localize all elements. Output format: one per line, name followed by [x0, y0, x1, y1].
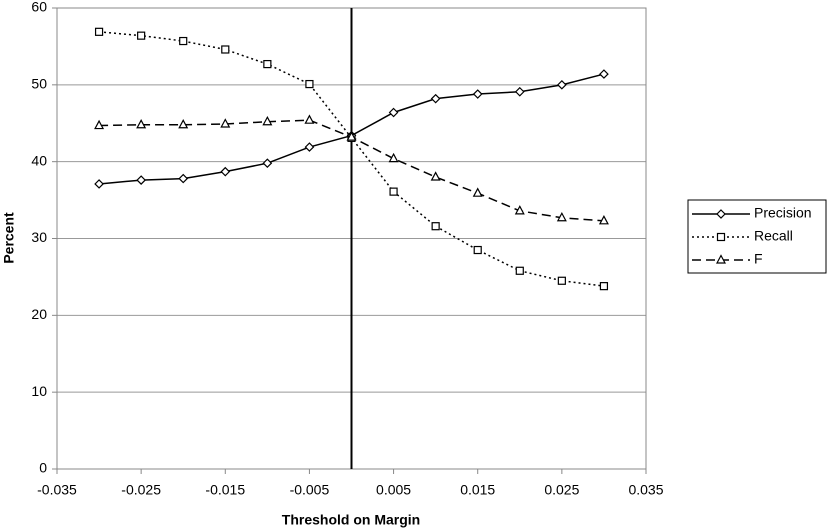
- y-tick-label: 30: [31, 229, 47, 245]
- y-tick-label: 20: [31, 306, 47, 322]
- data-point: [557, 276, 566, 285]
- legend-marker: [716, 254, 726, 264]
- y-tick-label: 0: [39, 460, 47, 476]
- data-point: [388, 152, 399, 163]
- x-tick-label: -0.035: [37, 482, 77, 498]
- data-point: [430, 171, 441, 181]
- legend-marker: [716, 209, 726, 219]
- legend-label: Precision: [754, 205, 812, 221]
- x-tick-label: 0.015: [460, 482, 495, 498]
- y-tick-label: 40: [31, 152, 47, 168]
- data-point: [94, 27, 104, 36]
- data-point: [557, 79, 567, 90]
- y-tick-label: 50: [31, 76, 47, 92]
- data-point: [514, 205, 525, 215]
- data-point: [346, 131, 357, 141]
- y-tick-label: 60: [31, 0, 47, 15]
- data-point: [263, 59, 272, 69]
- legend-box: [687, 199, 827, 274]
- data-point: [304, 142, 315, 152]
- y-axis-title: Percent: [1, 212, 17, 264]
- legend-label: F: [754, 251, 763, 267]
- y-tick-label: 10: [31, 383, 47, 399]
- data-point: [262, 115, 273, 126]
- data-point: [472, 89, 483, 99]
- data-point: [472, 187, 483, 197]
- data-point: [136, 119, 147, 129]
- x-tick-label: 0.025: [544, 482, 579, 498]
- x-tick-label: -0.005: [290, 482, 330, 498]
- data-point: [94, 119, 105, 130]
- data-point: [178, 173, 189, 184]
- legend-label: Recall: [754, 228, 793, 244]
- data-point: [220, 166, 231, 177]
- data-point: [599, 69, 609, 79]
- data-point: [94, 179, 104, 189]
- data-point: [221, 45, 230, 54]
- data-point: [304, 114, 315, 124]
- data-point: [599, 282, 609, 291]
- x-tick-label: -0.015: [205, 482, 245, 498]
- data-point: [389, 187, 398, 196]
- data-point: [431, 222, 440, 231]
- data-point: [515, 266, 524, 275]
- data-point: [556, 211, 567, 222]
- data-point: [137, 31, 146, 40]
- data-point: [388, 107, 399, 118]
- legend-marker: [716, 232, 726, 242]
- x-axis-title: Threshold on Margin: [282, 512, 420, 528]
- data-point: [262, 158, 273, 169]
- data-point: [136, 175, 146, 185]
- data-point: [179, 36, 188, 46]
- data-point: [178, 119, 189, 129]
- data-point: [473, 245, 482, 255]
- data-point: [305, 79, 314, 89]
- data-point: [220, 118, 231, 128]
- data-point: [598, 215, 609, 225]
- x-tick-label: -0.025: [121, 482, 161, 498]
- x-tick-label: 0.005: [376, 482, 411, 498]
- data-point: [514, 86, 525, 97]
- x-tick-label: 0.035: [628, 482, 663, 498]
- data-point: [430, 93, 441, 104]
